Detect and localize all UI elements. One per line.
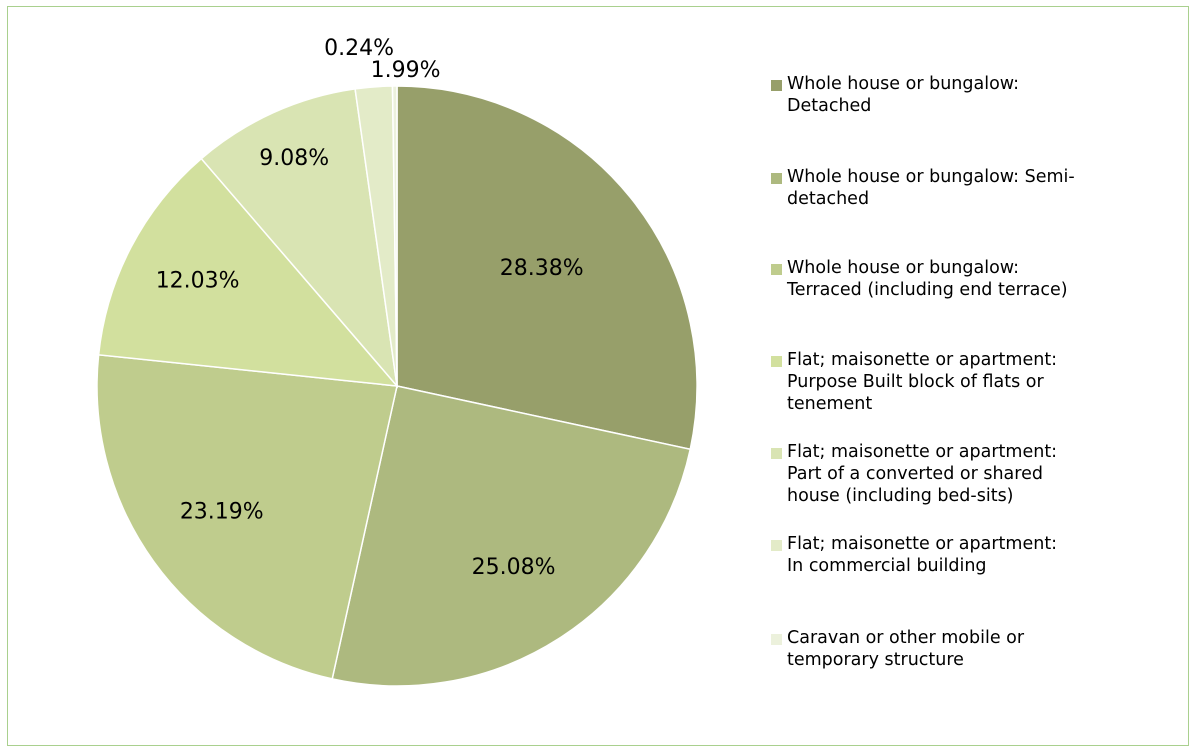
legend-swatch xyxy=(771,264,782,275)
legend-item-terraced: Whole house or bungalow: Terraced (inclu… xyxy=(771,257,1191,301)
slice-value-label: 12.03% xyxy=(156,269,240,294)
slice-value-label: 9.08% xyxy=(259,146,329,171)
legend-swatch xyxy=(771,173,782,184)
legend-label: Caravan or other mobile or temporary str… xyxy=(787,628,1025,670)
legend-swatch xyxy=(771,634,782,645)
pie-slice xyxy=(391,85,398,387)
pie-slice xyxy=(396,85,698,451)
pie-slice xyxy=(97,157,399,387)
legend-label: Whole house or bungalow: Detached xyxy=(787,74,1020,116)
legend-swatch xyxy=(771,356,782,367)
legend: Whole house or bungalow: Detached Whole … xyxy=(771,7,1191,747)
chart-frame: 28.38% 25.08% 23.19% 12.03% 9.08% 1.99% 0.24% … xyxy=(7,6,1189,746)
slice-value-label: 0.24% xyxy=(324,36,394,61)
pie-slice xyxy=(96,353,398,680)
pie-labels: 28.38% 25.08% 23.19% 12.03% 9.08% 1.99%0.24% xyxy=(156,36,584,580)
legend-label: Whole house or bungalow: Terraced (inclu… xyxy=(787,258,1068,300)
legend-label: Flat; maisonette or apartment: Part of a… xyxy=(787,442,1058,506)
legend-item-caravan: Caravan or other mobile or temporary str… xyxy=(771,627,1191,671)
pie-slice xyxy=(200,88,399,389)
legend-swatch xyxy=(771,448,782,459)
slice-value-label: 23.19% xyxy=(180,499,264,524)
legend-item-semi-detached: Whole house or bungalow: Semi- detached xyxy=(771,166,1191,210)
legend-swatch xyxy=(771,540,782,551)
pie-slice xyxy=(331,385,692,687)
legend-swatch xyxy=(771,80,782,91)
legend-item-purpose-built: Flat; maisonette or apartment: Purpose B… xyxy=(771,349,1191,415)
legend-label: Flat; maisonette or apartment: Purpose B… xyxy=(787,350,1058,414)
legend-label: Flat; maisonette or apartment: In commer… xyxy=(787,534,1058,576)
slice-value-label: 1.99% xyxy=(371,58,441,83)
legend-item-converted: Flat; maisonette or apartment: Part of a… xyxy=(771,441,1191,507)
legend-item-detached: Whole house or bungalow: Detached xyxy=(771,73,1191,117)
legend-item-commercial: Flat; maisonette or apartment: In commer… xyxy=(771,533,1191,577)
legend-label: Whole house or bungalow: Semi- detached xyxy=(787,167,1075,209)
pie-slices xyxy=(96,85,698,687)
pie-chart: 28.38% 25.08% 23.19% 12.03% 9.08% 1.99%0.24% xyxy=(96,36,698,687)
slice-value-label: 25.08% xyxy=(472,555,556,580)
slice-value-label: 28.38% xyxy=(500,256,584,281)
